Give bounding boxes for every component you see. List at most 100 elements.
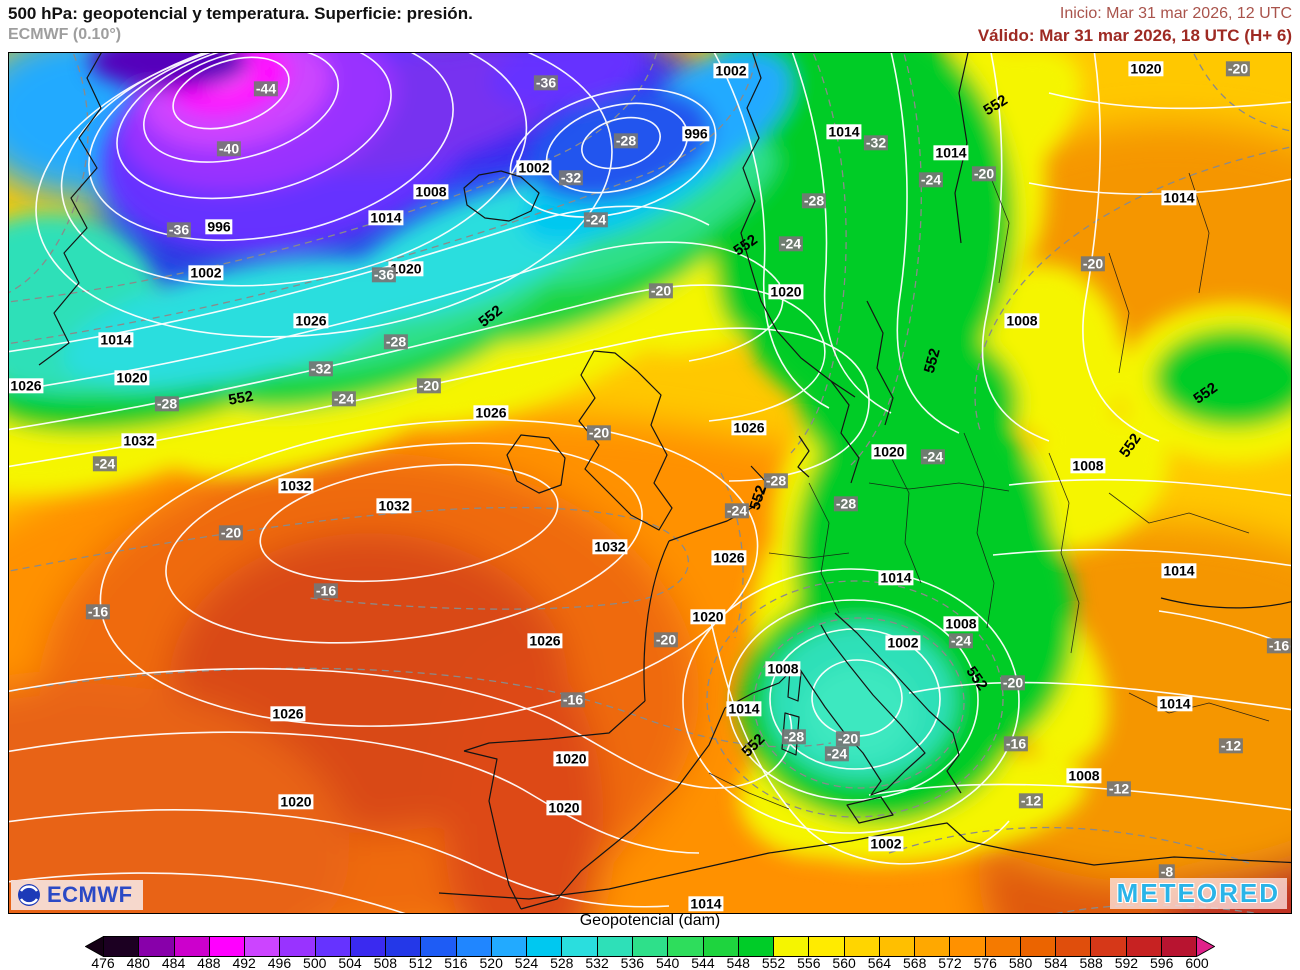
colorbar-segment [139, 937, 175, 956]
temperature-label: -40 [216, 140, 242, 157]
ecmwf-globe-icon [18, 884, 40, 906]
colorbar-segment [703, 937, 739, 956]
colorbar-segment [245, 937, 281, 956]
temperature-label: -20 [648, 282, 674, 299]
pressure-label: 1008 [1070, 457, 1106, 474]
colorbar-segment [774, 937, 810, 956]
pressure-label: 1014 [98, 331, 134, 348]
temperature-label: -20 [653, 631, 679, 648]
pressure-label: 1026 [711, 549, 747, 566]
temperature-label: -24 [583, 211, 609, 228]
temperature-label: -24 [824, 745, 850, 762]
temperature-label: -32 [308, 360, 334, 377]
colorbar-tick-label: 496 [267, 955, 292, 970]
pressure-label: 1032 [121, 432, 157, 449]
colorbar-segment [668, 937, 704, 956]
colorbar-tick-label: 580 [1008, 955, 1033, 970]
temperature-label: -16 [560, 691, 586, 708]
colorbar [85, 936, 1215, 957]
colorbar-tick-label: 600 [1185, 955, 1209, 970]
contour-labels: 996 1002 1014 1020 1026 1032 1032 1032 1026 1020 1… [9, 53, 1291, 913]
temperature-label: -20 [971, 165, 997, 182]
temperature-label: -24 [724, 502, 750, 519]
pressure-label: 1020 [388, 260, 424, 277]
pressure-label: 1014 [878, 569, 914, 586]
pressure-label: 1002 [188, 264, 224, 281]
colorbar-segment [809, 937, 845, 956]
pressure-label: 1032 [278, 477, 314, 494]
colorbar-tick-label: 572 [938, 955, 962, 970]
temperature-label: -28 [833, 495, 859, 512]
colorbar-segment [104, 937, 140, 956]
pressure-label: 1020 [871, 443, 907, 460]
temperature-label: -32 [558, 169, 584, 186]
colorbar-segment [632, 937, 669, 956]
temperature-label: -20 [1225, 60, 1251, 77]
colorbar-segment [1020, 937, 1057, 956]
pressure-label: 1026 [731, 419, 767, 436]
pressure-label: 1008 [413, 183, 449, 200]
colorbar-tick-label: 532 [585, 955, 609, 970]
map-graphic [9, 53, 1291, 913]
temperature-label: -36 [371, 266, 397, 283]
geopotential-label: 552 [746, 483, 771, 513]
pressure-label: 1032 [376, 497, 412, 514]
colorbar-tick-label: 568 [902, 955, 927, 970]
pressure-label: 1008 [1066, 767, 1102, 784]
ecmwf-logo: ECMWF [11, 880, 143, 910]
temperature-label: -28 [781, 728, 807, 745]
colorbar-segment [386, 937, 422, 956]
colorbar-tick-label: 508 [373, 955, 397, 970]
temperature-label: -24 [918, 171, 944, 188]
pressure-label: 996 [205, 218, 233, 235]
geopotential-label: 552 [475, 302, 506, 331]
colorbar-segment [597, 937, 633, 956]
colorbar-strip [103, 936, 1197, 957]
init-time-label: Inicio: Mar 31 mar 2026, 12 UTC [1059, 5, 1292, 22]
colorbar-tick-label: 540 [655, 955, 680, 970]
pressure-label: 1026 [293, 312, 329, 329]
temperature-label: -24 [92, 455, 118, 472]
pressure-label: 1020 [690, 608, 726, 625]
colorbar-segment [280, 937, 316, 956]
pressure-label: 1008 [943, 615, 979, 632]
weather-map: 996 1002 1014 1020 1026 1032 1032 1032 1026 1020 1… [8, 52, 1292, 914]
colorbar-tick-label: 528 [550, 955, 574, 970]
pressure-label: 1026 [473, 404, 509, 421]
temperature-label: -28 [801, 192, 827, 209]
temperature-label: -20 [416, 377, 442, 394]
colorbar-tick-label: 592 [1114, 955, 1139, 970]
colorbar-segment [209, 937, 246, 956]
colorbar-tick-label: 584 [1044, 955, 1068, 970]
colorbar-segment [738, 937, 775, 956]
colorbar-right-arrow-icon [1196, 936, 1215, 957]
geopotential-label: 552 [962, 663, 991, 694]
pressure-label: 1008 [765, 660, 801, 677]
temperature-label: -8 [1158, 863, 1176, 880]
colorbar-tick-label: 520 [479, 955, 503, 970]
geopotential-label: 552 [1116, 430, 1145, 461]
colorbar-tick-label: 488 [197, 955, 221, 970]
geopotential-label: 552 [980, 91, 1011, 120]
colorbar-segment [562, 937, 598, 956]
colorbar-tick-label: 544 [691, 955, 715, 970]
pressure-label: 1002 [885, 634, 921, 651]
temperature-label: -36 [533, 74, 559, 91]
pressure-label: 1026 [270, 705, 306, 722]
geopotential-label: 552 [730, 231, 761, 260]
geopotential-label: 552 [920, 346, 944, 376]
temperature-label: -20 [218, 524, 244, 541]
pressure-label: 1002 [516, 159, 552, 176]
isobar-lines [9, 53, 1291, 913]
temperature-label: -28 [154, 395, 180, 412]
pressure-label: 996 [682, 125, 710, 142]
header: 500 hPa: geopotencial y temperatura. Sup… [8, 0, 1292, 52]
temperature-label: -36 [166, 221, 192, 238]
colorbar-tick-label: 596 [1150, 955, 1174, 970]
page-title: 500 hPa: geopotencial y temperatura. Sup… [8, 4, 473, 23]
pressure-label: 1014 [726, 700, 762, 717]
colorbar-tick-label: 576 [973, 955, 997, 970]
pressure-label: 1020 [1128, 60, 1164, 77]
colorbar-segment [1056, 937, 1092, 956]
